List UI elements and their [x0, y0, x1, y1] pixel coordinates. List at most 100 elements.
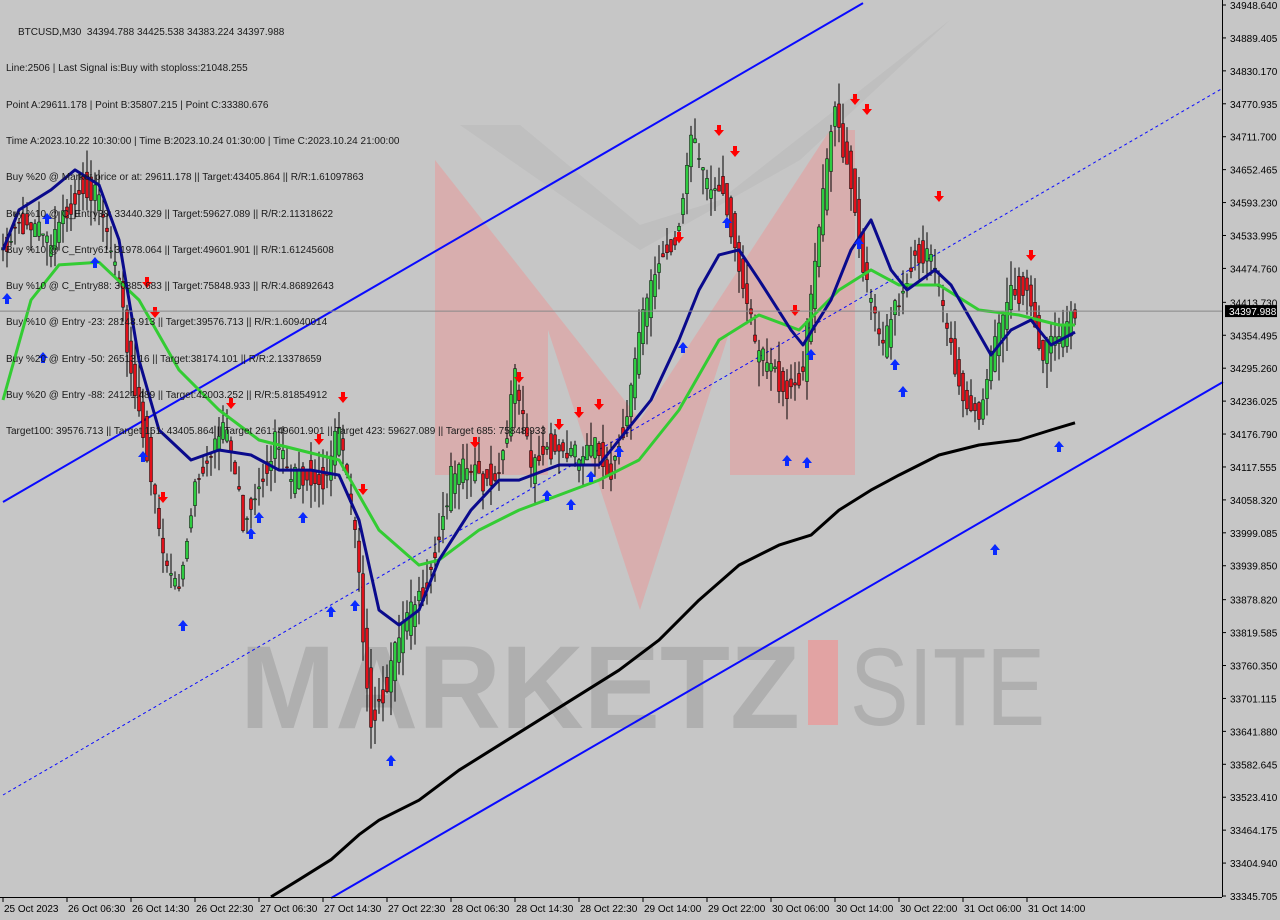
candle-body — [449, 465, 453, 512]
candle-body — [797, 373, 801, 386]
candle-body — [689, 134, 693, 168]
candle-body — [257, 486, 261, 490]
buy-arrow-icon — [566, 499, 576, 511]
candle-body — [393, 642, 397, 682]
candle-body — [81, 176, 85, 195]
candle-body — [21, 213, 25, 235]
candle-body — [833, 106, 837, 127]
candle-body — [965, 389, 969, 410]
candle-body — [289, 479, 293, 482]
y-tick-label: 33760.350 — [1230, 662, 1278, 673]
candle-body — [993, 336, 997, 372]
candle-body — [1013, 289, 1017, 296]
buy-arrow-icon — [890, 358, 900, 370]
candle-body — [697, 158, 701, 160]
candle-body — [145, 416, 149, 462]
candle-body — [737, 242, 741, 272]
candle-body — [481, 473, 485, 492]
time-axis: 25 Oct 2023 26 Oct 06:30 26 Oct 14:30 26 Oc… — [2, 897, 1086, 915]
candle-body — [277, 447, 281, 450]
candle-body — [261, 478, 265, 482]
sell-arrow-icon — [730, 145, 740, 157]
x-tick-label: 31 Oct 14:00 — [1028, 904, 1086, 915]
sell-arrow-icon — [514, 372, 524, 384]
candle-body — [917, 244, 921, 264]
candle-body — [161, 537, 165, 554]
candle-body — [549, 433, 553, 460]
candle-body — [801, 366, 805, 372]
x-tick-label: 27 Oct 22:30 — [388, 904, 446, 915]
candle-body — [533, 457, 537, 484]
sell-arrow-icon — [358, 484, 368, 496]
candle-body — [545, 446, 549, 450]
y-tick-label: 33345.705 — [1230, 892, 1278, 903]
y-tick-label: 34058.320 — [1230, 496, 1278, 507]
candle-body — [165, 560, 169, 566]
x-tick-label: 30 Oct 22:00 — [900, 904, 958, 915]
candle-body — [77, 190, 81, 195]
candle-body — [209, 456, 213, 458]
x-tick-label: 30 Oct 14:00 — [836, 904, 894, 915]
candle-body — [61, 210, 65, 225]
candle-body — [1041, 340, 1045, 361]
candle-body — [629, 384, 633, 417]
y-tick-label: 34652.465 — [1230, 166, 1278, 177]
buy-arrow-icon — [178, 619, 188, 631]
candle-body — [473, 464, 477, 482]
candle-body — [649, 280, 653, 319]
symbol-title: BTCUSD,M30 34394.788 34425.538 34383.224… — [18, 27, 285, 39]
info-line: Line:2506 | Last Signal is:Buy with stop… — [6, 63, 248, 75]
candle-body — [889, 319, 893, 348]
candle-body — [849, 150, 853, 190]
candle-body — [505, 438, 509, 444]
candle-body — [121, 281, 125, 308]
candle-body — [685, 165, 689, 195]
candle-body — [57, 221, 61, 243]
candle-body — [265, 461, 269, 474]
y-tick-label: 33641.880 — [1230, 727, 1278, 738]
candle-body — [525, 427, 529, 437]
candle-body — [569, 448, 573, 456]
candle-body — [853, 168, 857, 213]
signal-arrows — [2, 94, 1064, 766]
candle-body — [489, 463, 493, 486]
buy-arrow-icon — [614, 445, 624, 457]
y-tick-label: 33523.410 — [1230, 793, 1278, 804]
candle-body — [389, 660, 393, 693]
candle-body — [1029, 284, 1033, 307]
candle-body — [373, 709, 377, 721]
sell-arrow-icon — [554, 419, 564, 431]
candle-body — [317, 474, 321, 485]
candle-body — [297, 468, 301, 490]
candle-body — [581, 456, 585, 465]
watermark-red-bar — [808, 640, 838, 725]
y-tick-label: 34593.230 — [1230, 199, 1278, 210]
candle-body — [401, 621, 405, 654]
candle-body — [921, 240, 925, 264]
x-tick-label: 28 Oct 22:30 — [580, 904, 638, 915]
candle-body — [985, 379, 989, 399]
moving-average-ma-fast — [1, 168, 1076, 627]
y-tick-label: 34176.790 — [1230, 430, 1278, 441]
candle-body — [973, 403, 977, 412]
candle-body — [537, 455, 541, 461]
candle-body — [225, 429, 229, 442]
y-tick-label: 34295.260 — [1230, 364, 1278, 375]
candle-body — [601, 442, 605, 467]
sell-arrow-icon — [790, 305, 800, 317]
candle-body — [1061, 325, 1065, 348]
candle-body — [913, 250, 917, 256]
candle-body — [133, 363, 137, 396]
buy-arrow-icon — [42, 213, 52, 225]
candle-body — [285, 466, 289, 469]
candle-body — [193, 481, 197, 506]
candle-body — [873, 306, 877, 314]
candle-body — [73, 193, 77, 205]
y-tick-label: 33582.645 — [1230, 760, 1278, 771]
candle-body — [929, 254, 933, 262]
candle-body — [633, 358, 637, 399]
sell-arrow-icon — [850, 94, 860, 106]
candle-body — [769, 363, 773, 372]
buy-arrow-icon — [1054, 441, 1064, 453]
